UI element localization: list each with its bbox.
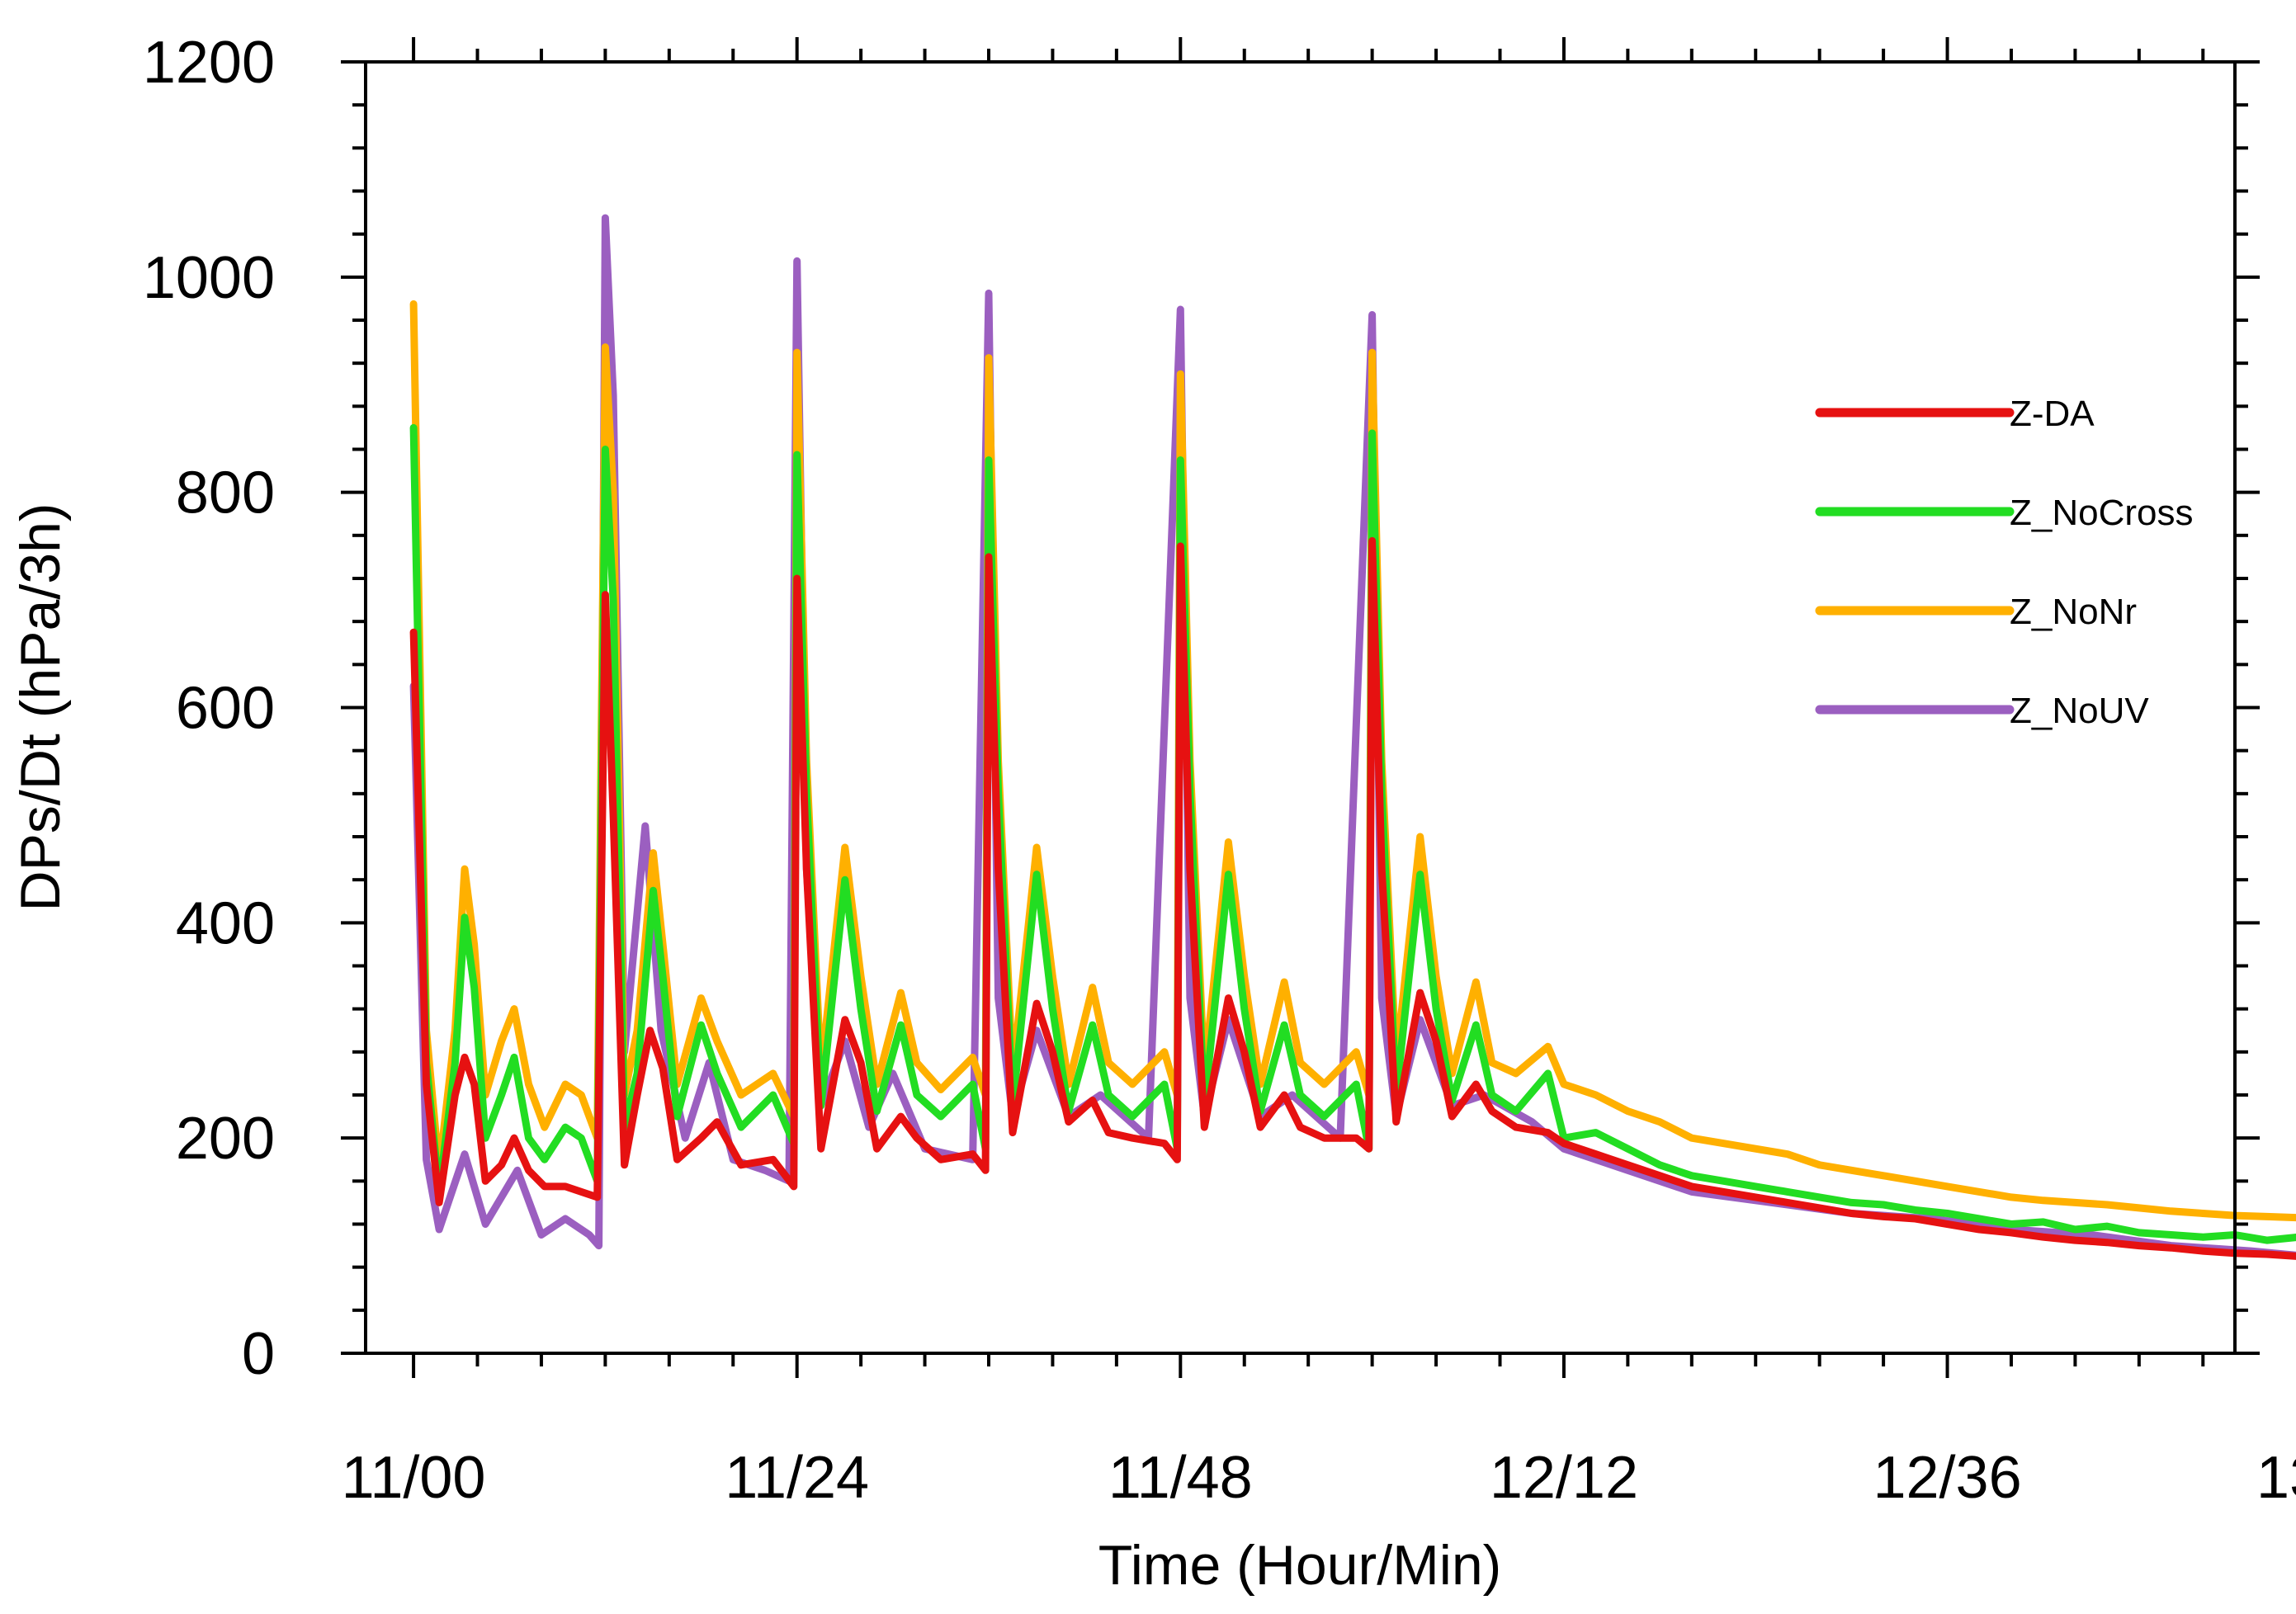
x-tick-label: 12/12: [1490, 1445, 1638, 1511]
x-axis-title: Time (Hour/Min): [1098, 1534, 1502, 1597]
x-tick-label: 11/24: [725, 1445, 869, 1511]
x-tick-label: 11/00: [342, 1445, 486, 1511]
series-line-z-da: [409, 536, 2296, 1260]
y-tick-label: 800: [176, 460, 275, 526]
legend: Z-DA Z_NoCross Z_NoNr Z_NoUV: [1815, 394, 2194, 731]
series-layer: [409, 214, 2296, 1260]
y-tick-label: 0: [242, 1321, 275, 1387]
x-tick-label: 11/48: [1108, 1445, 1253, 1511]
y-tick-label: 1200: [143, 30, 275, 96]
legend-label: Z_NoCross: [2010, 493, 2194, 533]
y-axis-title: DPs/Dt (hPa/3h): [9, 503, 72, 911]
series-line-z-nocross: [409, 423, 2296, 1244]
ticks-layer: [341, 37, 2260, 1378]
x-tick-label: 13/00: [2256, 1445, 2296, 1511]
y-tick-label: 1000: [143, 245, 275, 311]
legend-label: Z_NoNr: [2010, 592, 2137, 632]
y-tick-label: 400: [176, 890, 275, 956]
x-tick-label: 12/36: [1873, 1445, 2021, 1511]
labels-layer: 0 200 400 600 800 1000 1200 11/00 11/24 11/48 12/1…: [143, 30, 2296, 1511]
legend-label: Z-DA: [2010, 394, 2095, 434]
y-tick-label: 200: [176, 1106, 275, 1172]
y-tick-label: 600: [176, 676, 275, 742]
legend-label: Z_NoUV: [2010, 691, 2149, 731]
